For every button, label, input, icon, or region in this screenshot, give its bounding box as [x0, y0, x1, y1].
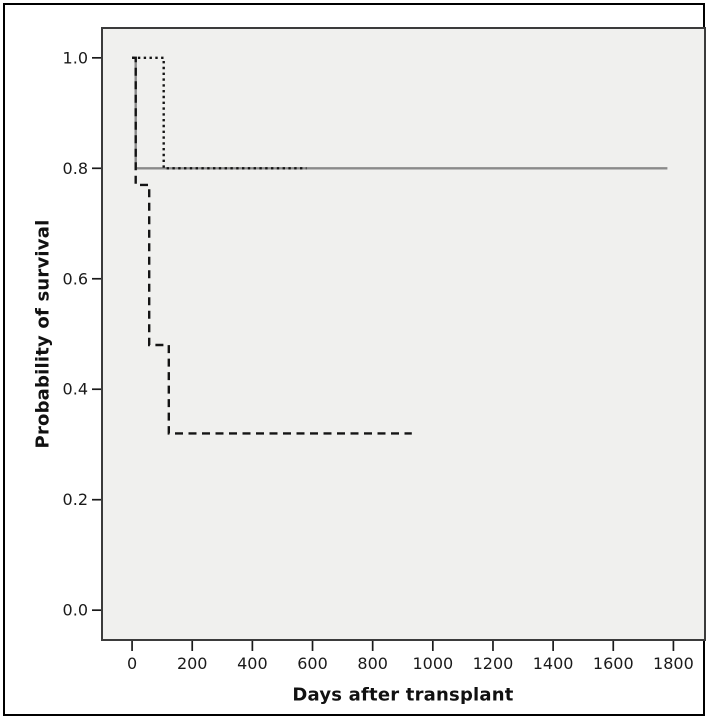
x-tick-label: 0 — [127, 654, 137, 673]
y-tick-label: 0.2 — [63, 490, 88, 509]
x-tick-label: 1200 — [473, 654, 514, 673]
survival-curve-group-dashed — [132, 56, 412, 435]
y-tick-label: 0.0 — [63, 601, 88, 620]
x-axis-title: Days after transplant — [292, 684, 514, 706]
figure-frame: 0 200 400 600 800 1000 1200 1400 1600 1800 1.0 0.8 0… — [3, 3, 706, 716]
y-tick-label: 0.6 — [63, 269, 88, 288]
x-tick-label: 800 — [357, 654, 388, 673]
y-tick-label: 0.8 — [63, 159, 88, 178]
y-tick-label: 0.4 — [63, 380, 88, 399]
x-tick-label: 600 — [297, 654, 328, 673]
plot-area: 0 200 400 600 800 1000 1200 1400 1600 1800 1.0 0.8 0… — [63, 27, 706, 673]
x-tick-label: 1400 — [533, 654, 574, 673]
x-tick-label: 1000 — [412, 654, 453, 673]
x-tick-label: 400 — [237, 654, 268, 673]
x-tick-label: 1600 — [593, 654, 634, 673]
x-tick-label: 200 — [177, 654, 208, 673]
x-tick-label: 1800 — [653, 654, 694, 673]
y-axis-title: Probability of survival — [32, 219, 54, 449]
y-tick-label: 1.0 — [63, 48, 88, 67]
plot-background — [101, 27, 706, 641]
